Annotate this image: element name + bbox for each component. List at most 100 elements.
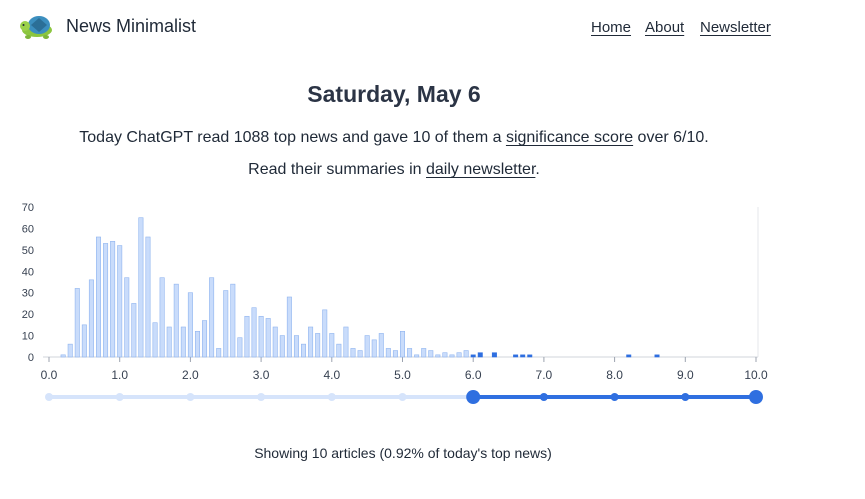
y-tick-label: 70 [22,202,34,214]
slider-step-dot [45,393,53,401]
histogram-bar [343,326,349,358]
slider-step-dot [539,393,548,401]
histogram-bar [110,240,116,358]
page-title: Saturday, May 6 [307,81,481,107]
histogram-bar [74,288,80,358]
histogram-bar [293,335,299,358]
histogram-bar [491,352,497,358]
histogram-bar [435,354,441,358]
slider-step-dot [257,393,266,401]
histogram-bar [202,320,208,358]
histogram-bar [371,339,377,358]
y-tick-label: 50 [22,245,34,257]
histogram-bar [301,343,307,358]
nav-newsletter-link[interactable]: Newsletter [700,19,771,36]
histogram-bar [145,236,151,358]
histogram-bar [350,348,356,358]
histogram-bar [159,277,165,358]
histogram-bar [308,326,314,358]
histogram-bar [520,354,526,358]
newsletter-text: Read their summaries in [248,161,426,178]
histogram-bar [385,348,391,358]
histogram-bar [223,290,229,358]
histogram-bar [414,354,420,358]
nav-home-link[interactable]: Home [591,19,632,36]
histogram-bar [124,277,130,358]
histogram-bar [166,326,172,358]
histogram-bar [209,277,215,358]
histogram-bar [513,354,519,358]
histogram-bar [442,352,448,358]
histogram-bar [456,352,462,358]
histogram-bar [237,337,243,358]
x-tick-label: 10.0 [744,368,768,382]
histogram-bar [428,350,434,358]
histogram-bar [95,236,101,358]
histogram-bar [527,354,533,358]
histogram-bar [315,333,321,358]
histogram-bar [378,333,384,358]
histogram-bar [117,245,123,358]
histogram-bar [329,333,335,358]
histogram-bar [407,348,413,358]
histogram-bar [216,348,222,358]
slider-step-dot [327,393,336,401]
slider-step-dot [681,393,690,401]
slider-step-dot [186,393,195,401]
slider-step-dot [115,393,124,401]
histogram-bar [463,350,469,358]
histogram-bar [88,279,94,358]
x-tick-label: 9.0 [677,368,694,382]
histogram-bar [251,307,257,358]
histogram-bar [131,303,137,358]
x-tick-label: 7.0 [536,368,553,382]
histogram-bar [364,335,370,358]
y-tick-label: 60 [22,223,34,235]
slider-step-dot [610,393,619,401]
histogram-bar [400,330,405,358]
y-tick-label: 10 [22,331,34,343]
slider-max-handle[interactable] [749,390,763,404]
histogram-bar [230,283,236,358]
histogram-bar [654,354,660,358]
histogram-bar [279,335,285,358]
x-tick-label: 8.0 [606,368,623,382]
brand-name[interactable]: News Minimalist [66,16,197,36]
histogram-bar [244,315,250,358]
histogram-bar [138,217,144,358]
histogram-bar [626,354,632,358]
significance-score-link[interactable]: significance score [505,129,634,146]
histogram-bar [81,324,87,358]
histogram-bar [357,350,363,358]
x-tick-label: 3.0 [253,368,270,382]
newsletter-text-end: . [535,161,540,178]
histogram-bar [470,354,476,358]
slider-step-dot [398,393,407,401]
histogram-bar [272,326,278,358]
x-tick-label: 0.0 [41,368,58,382]
summary-text: Today ChatGPT read 1088 top news and gav… [79,129,506,146]
histogram-bar [180,326,186,358]
histogram-bar [477,352,483,358]
x-tick-label: 5.0 [394,368,411,382]
summary-text-end: over 6/10. [633,129,709,146]
histogram-bar [392,350,398,358]
articles-count-text: Showing 10 articles (0.92% of today's to… [254,445,552,461]
histogram-bar [187,292,193,358]
histogram-bar [103,243,109,358]
histogram-bar [67,343,73,358]
histogram-bar [336,343,342,358]
daily-newsletter-link[interactable]: daily newsletter [426,161,536,178]
histogram-bar [173,283,179,358]
x-tick-label: 1.0 [111,368,128,382]
slider-min-handle[interactable] [466,390,481,404]
y-tick-label: 30 [22,288,34,300]
y-tick-label: 40 [22,266,34,278]
histogram-bar [421,348,427,358]
turtle-logo-icon [20,16,52,39]
histogram-bar [286,296,292,358]
nav-about-link[interactable]: About [645,19,685,36]
newsletter-line: Read their summaries in daily newsletter… [0,161,788,179]
y-tick-label: 20 [22,309,34,321]
score-histogram: 0 10 20 30 40 50 60 70 0.0 1.0 2.0 3.0 4.0 5.0 6.0 7.0 8… [22,202,768,404]
